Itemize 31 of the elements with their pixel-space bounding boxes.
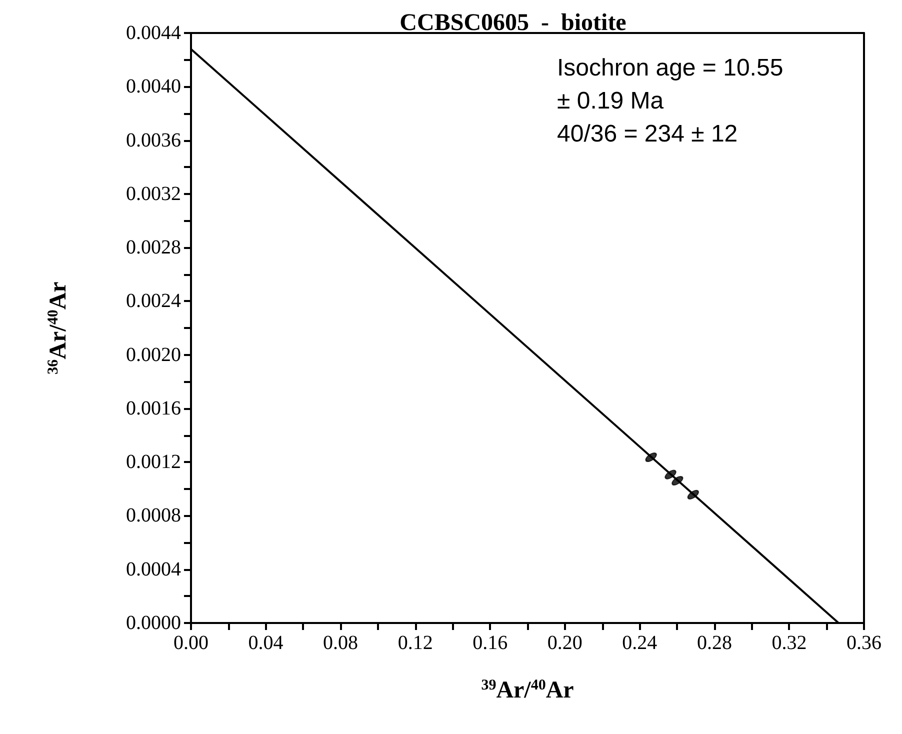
y-tick-label: 0.0024 <box>126 290 181 312</box>
annotation: 40/36 = 234 ± 12 <box>557 120 738 148</box>
y-tick-label: 0.0020 <box>126 344 181 366</box>
x-tick-label: 0.32 <box>772 632 807 654</box>
y-tick-label: 0.0036 <box>126 129 181 152</box>
annotation: Isochron age = 10.55 <box>557 54 784 82</box>
x-tick-label: 0.16 <box>472 632 508 654</box>
y-tick-label: 0.0032 <box>126 182 181 205</box>
x-tick-label: 0.20 <box>547 632 582 654</box>
x-tick-label: 0.28 <box>696 632 732 654</box>
x-tick-label: 0.00 <box>174 632 208 654</box>
y-tick-label: 0.0044 <box>126 22 181 44</box>
y-tick-label: 0.0040 <box>126 76 181 98</box>
chart-title: CCBSC0605 - biotite <box>400 10 627 36</box>
y-tick-label: 0.0016 <box>126 397 181 420</box>
x-tick-label: 0.12 <box>398 632 433 654</box>
y-tick-label: 0.0004 <box>126 558 181 580</box>
y-axis-title: 36Ar/40Ar <box>46 281 72 374</box>
point <box>645 452 657 462</box>
y-tick-label: 0.0008 <box>126 504 181 527</box>
annotation: ± 0.19 Ma <box>557 88 664 114</box>
y-tick-label: 0.0028 <box>126 236 181 259</box>
x-tick-label: 0.24 <box>622 632 658 654</box>
point <box>687 490 699 500</box>
x-tick-label: 0.36 <box>846 632 882 654</box>
point <box>672 476 684 486</box>
y-tick-label: 0.0000 <box>126 612 181 634</box>
y-tick-label: 0.0012 <box>126 451 181 474</box>
x-tick-label: 0.04 <box>248 632 284 654</box>
x-tick-label: 0.08 <box>323 632 358 654</box>
point <box>664 470 676 480</box>
